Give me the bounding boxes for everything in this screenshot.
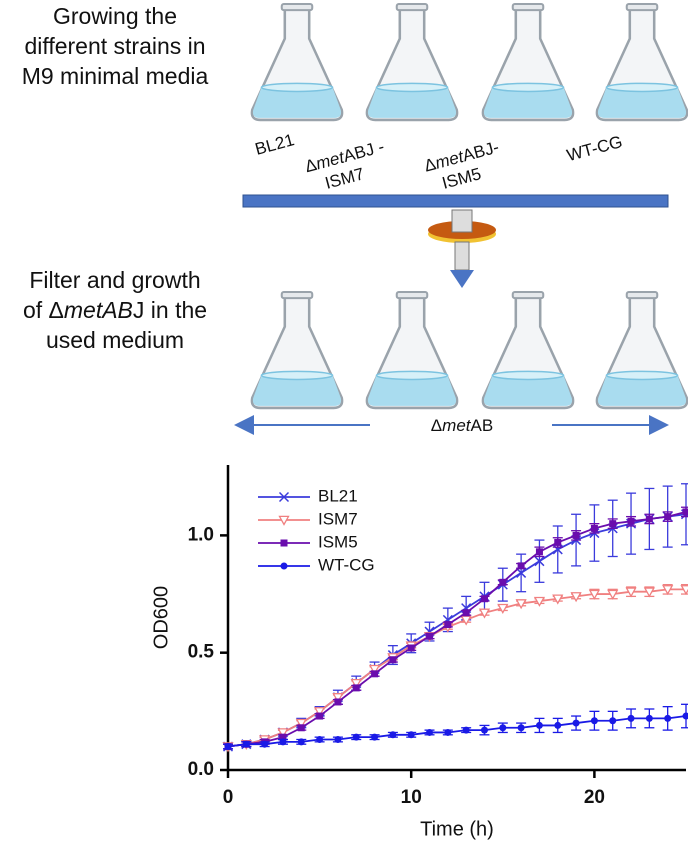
marker — [298, 738, 305, 745]
marker — [444, 621, 451, 628]
marker — [334, 736, 341, 743]
x-tick-label: 0 — [223, 787, 234, 808]
marker — [536, 548, 543, 555]
marker — [371, 670, 378, 677]
x-tick-label: 20 — [584, 787, 605, 808]
y-tick-label: 1.0 — [188, 524, 214, 545]
text-segment: Filter and growth — [29, 267, 200, 293]
legend-label: BL21 — [318, 486, 358, 505]
marker — [371, 734, 378, 741]
y-tick-label: 0.0 — [188, 759, 214, 780]
marker — [664, 513, 671, 520]
marker — [389, 656, 396, 663]
y-axis-label: OD600 — [150, 586, 172, 649]
legend-label: WT-CG — [318, 555, 375, 574]
text-line: used medium — [46, 327, 184, 353]
text-segment: ABJ - — [341, 137, 386, 166]
flasks-top — [252, 4, 687, 120]
text-segment: used medium — [46, 327, 184, 353]
marker — [683, 713, 688, 720]
text-segment: different strains in — [24, 33, 205, 59]
legend-label: ISM7 — [318, 509, 358, 528]
text-line: of ΔmetABJ in the — [23, 297, 207, 323]
marker — [554, 722, 561, 729]
text-line: Growing the — [53, 3, 177, 29]
marker — [225, 743, 232, 750]
manifold — [243, 195, 668, 207]
text-segment: AB — [471, 416, 494, 435]
marker — [573, 532, 580, 539]
text-line: different strains in — [24, 33, 205, 59]
x-axis-label: Time (h) — [420, 818, 494, 840]
marker — [499, 579, 506, 586]
marker — [279, 738, 286, 745]
marker — [609, 717, 616, 724]
marker — [609, 520, 616, 527]
marker — [316, 736, 323, 743]
marker — [536, 722, 543, 729]
marker — [243, 741, 250, 748]
marker — [591, 525, 598, 532]
text-line: Filter and growth — [29, 267, 200, 293]
text-segment: of Δ — [23, 297, 64, 323]
marker — [281, 563, 288, 570]
marker — [646, 715, 653, 722]
text-segment: ABJ- — [461, 138, 502, 166]
marker — [316, 713, 323, 720]
marker — [573, 720, 580, 727]
text-line: WT-CG — [565, 133, 625, 166]
flasks-bottom — [252, 292, 687, 408]
marker — [261, 741, 268, 748]
text-segment: Growing the — [53, 3, 177, 29]
marker — [518, 562, 525, 569]
text-segment: BL21 — [253, 131, 296, 160]
legend-label: ISM5 — [318, 532, 358, 551]
text-line: BL21 — [253, 131, 296, 160]
marker — [481, 595, 488, 602]
marker — [353, 734, 360, 741]
x-tick-label: 10 — [401, 787, 422, 808]
marker — [408, 731, 415, 738]
marker — [518, 724, 525, 731]
marker — [683, 508, 688, 515]
text-segment: WT-CG — [565, 133, 625, 166]
text-segment: metAB — [64, 297, 133, 323]
marker — [646, 515, 653, 522]
marker — [426, 633, 433, 640]
filter-icon — [428, 210, 496, 288]
y-tick-label: 0.5 — [188, 642, 215, 663]
text-segment: Δ — [431, 416, 442, 435]
text-line: ΔmetAB — [431, 416, 493, 435]
marker — [499, 724, 506, 731]
marker — [628, 518, 635, 525]
marker — [426, 729, 433, 736]
marker — [591, 717, 598, 724]
marker — [664, 715, 671, 722]
text-line: M9 minimal media — [22, 63, 209, 89]
marker — [334, 698, 341, 705]
marker — [481, 727, 488, 734]
text-segment: M9 minimal media — [22, 63, 209, 89]
marker — [408, 645, 415, 652]
marker — [463, 727, 470, 734]
marker — [281, 540, 288, 547]
marker — [444, 729, 451, 736]
marker — [389, 731, 396, 738]
text-segment: met — [442, 416, 472, 435]
marker — [353, 684, 360, 691]
marker — [628, 715, 635, 722]
marker — [298, 724, 305, 731]
marker — [463, 609, 470, 616]
text-segment: J in the — [133, 297, 207, 323]
marker — [554, 539, 561, 546]
